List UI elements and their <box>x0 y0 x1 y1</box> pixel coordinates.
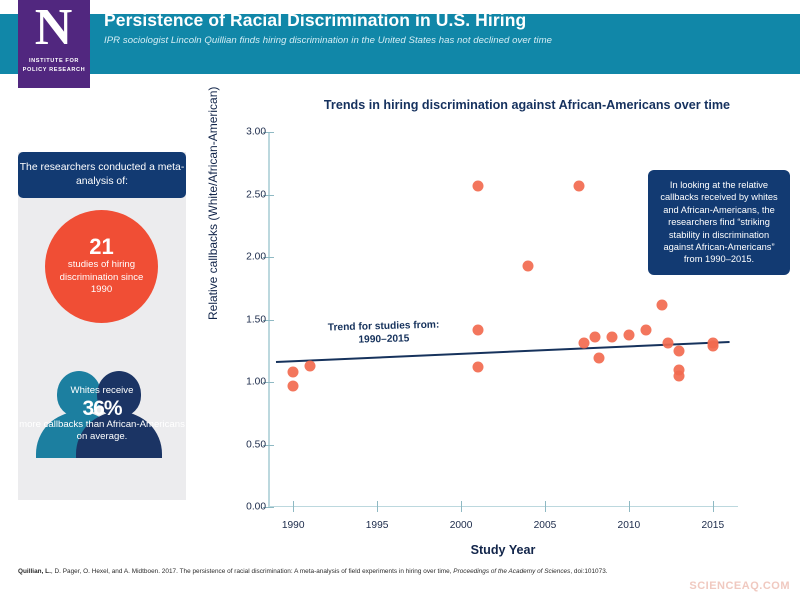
silhouette-head-icon <box>57 371 101 417</box>
x-axis-tick <box>293 501 295 512</box>
scatter-point <box>472 180 484 192</box>
people-silhouettes <box>18 358 186 458</box>
x-axis-title: Study Year <box>470 543 536 557</box>
citation: Quillian, L., D. Pager, O. Hexel, and A.… <box>18 568 778 575</box>
y-axis-tick-label: 1.50 <box>246 314 266 325</box>
callback-gap-percent: 36% <box>82 396 122 420</box>
citation-body: , D. Pager, O. Hexel, and A. Midtboen. 2… <box>50 568 454 575</box>
x-axis-tick <box>712 501 715 512</box>
y-axis-tick <box>263 257 274 259</box>
trendline-annotation: Trend for studies from: 1990–2015 <box>328 319 440 348</box>
x-axis-tick <box>461 501 463 512</box>
scatter-plot: 0.00 0.50 1.00 1.50 2.00 2.50 3.00 1990 1995 2000… <box>246 127 738 531</box>
scatter-point <box>472 324 484 335</box>
x-axis-tick-label: 2010 <box>617 520 641 531</box>
scatter-point <box>673 364 685 375</box>
x-axis-tick <box>628 501 631 512</box>
callback-gap-line-1: Whites receive <box>70 385 134 396</box>
studies-count-circle: 21 studies of hiring discrimination sinc… <box>45 210 158 323</box>
y-axis-tick <box>263 444 274 446</box>
y-axis-tick-label: 3.00 <box>246 126 266 138</box>
scatter-point <box>287 366 299 378</box>
scatter-point <box>656 299 668 310</box>
citation-authors: Quillian, L. <box>18 568 51 575</box>
scatter-point <box>640 324 652 335</box>
y-axis-tick <box>263 382 274 384</box>
page-title: Persistence of Racial Discrimination in … <box>104 10 527 30</box>
y-axis-tick <box>263 319 274 321</box>
studies-count-number: 21 <box>89 234 114 260</box>
scatter-point <box>573 180 585 192</box>
logo-line-1: INSTITUTE FOR <box>28 58 80 64</box>
callback-gap-line-2: more callbacks than African-Americans on… <box>19 418 185 443</box>
y-axis-tick-label: 0.50 <box>246 439 266 450</box>
logo-line-2: POLICY RESEARCH <box>22 67 86 73</box>
y-axis-tick <box>263 132 274 134</box>
scatter-point <box>472 361 484 373</box>
y-axis-tick <box>263 507 274 509</box>
x-axis-tick <box>544 501 547 512</box>
header-bar <box>0 14 800 74</box>
scatter-point <box>662 337 673 349</box>
chart-title: Trends in hiring discrimination against … <box>323 98 731 112</box>
scatter-point <box>304 360 316 372</box>
x-axis-tick-label: 2015 <box>701 520 725 531</box>
x-axis-line <box>268 505 738 507</box>
citation-journal: Proceedings of the Academy of Sciences <box>453 568 571 575</box>
scatter-point <box>606 331 618 343</box>
page-subtitle: IPR sociologist Lincoln Quillian finds h… <box>104 35 553 46</box>
scatter-point <box>593 352 605 364</box>
x-axis-tick-label: 2005 <box>533 520 557 531</box>
scatter-point <box>673 370 685 382</box>
scatter-point <box>287 380 299 392</box>
silhouette-african-american-person <box>76 371 162 458</box>
citation-doi: , doi:101073. <box>570 568 608 575</box>
scatter-point <box>707 340 719 352</box>
silhouette-head-icon <box>97 371 141 417</box>
callback-gap-stat: Whites receive 36% more callbacks than A… <box>18 385 186 444</box>
y-axis-tick-label: 2.50 <box>246 189 266 200</box>
x-axis-tick-label: 1995 <box>365 520 389 531</box>
x-axis-tick-label: 2000 <box>449 520 473 531</box>
studies-count-label: studies of hiring discrimination since 1… <box>59 259 144 296</box>
institute-logo: N INSTITUTE FOR POLICY RESEARCH <box>18 0 90 88</box>
y-axis-title: Relative callbacks (White/African-Americ… <box>206 86 220 320</box>
y-axis-tick-label: 1.00 <box>246 376 266 388</box>
scatter-point <box>522 260 534 272</box>
y-axis-tick <box>263 194 274 196</box>
y-axis-tick-label: 0.00 <box>246 501 266 513</box>
x-axis-tick <box>377 501 379 512</box>
scatter-point <box>623 329 635 340</box>
x-axis-tick-label: 1990 <box>281 520 305 531</box>
findings-callout: In looking at the relative callbacks rec… <box>648 170 790 275</box>
scatter-point <box>589 331 601 343</box>
scatter-point <box>673 345 685 357</box>
logo-letter: N <box>34 0 74 56</box>
watermark: SCIENCEAQ.COM <box>689 580 790 592</box>
sidebar-banner: The researchers conducted a meta-analysi… <box>18 152 186 198</box>
y-axis-tick-label: 2.00 <box>246 251 266 263</box>
scatter-point <box>578 337 590 349</box>
